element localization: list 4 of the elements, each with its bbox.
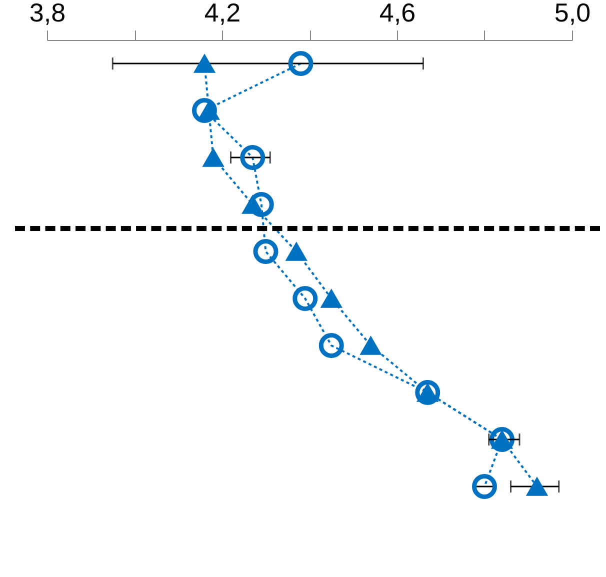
x-tick-label: 4,2 bbox=[204, 0, 241, 28]
x-tick-label: 5,0 bbox=[554, 0, 591, 28]
x-tick-label: 4,6 bbox=[379, 0, 416, 28]
x-tick-label: 3,8 bbox=[29, 0, 66, 28]
